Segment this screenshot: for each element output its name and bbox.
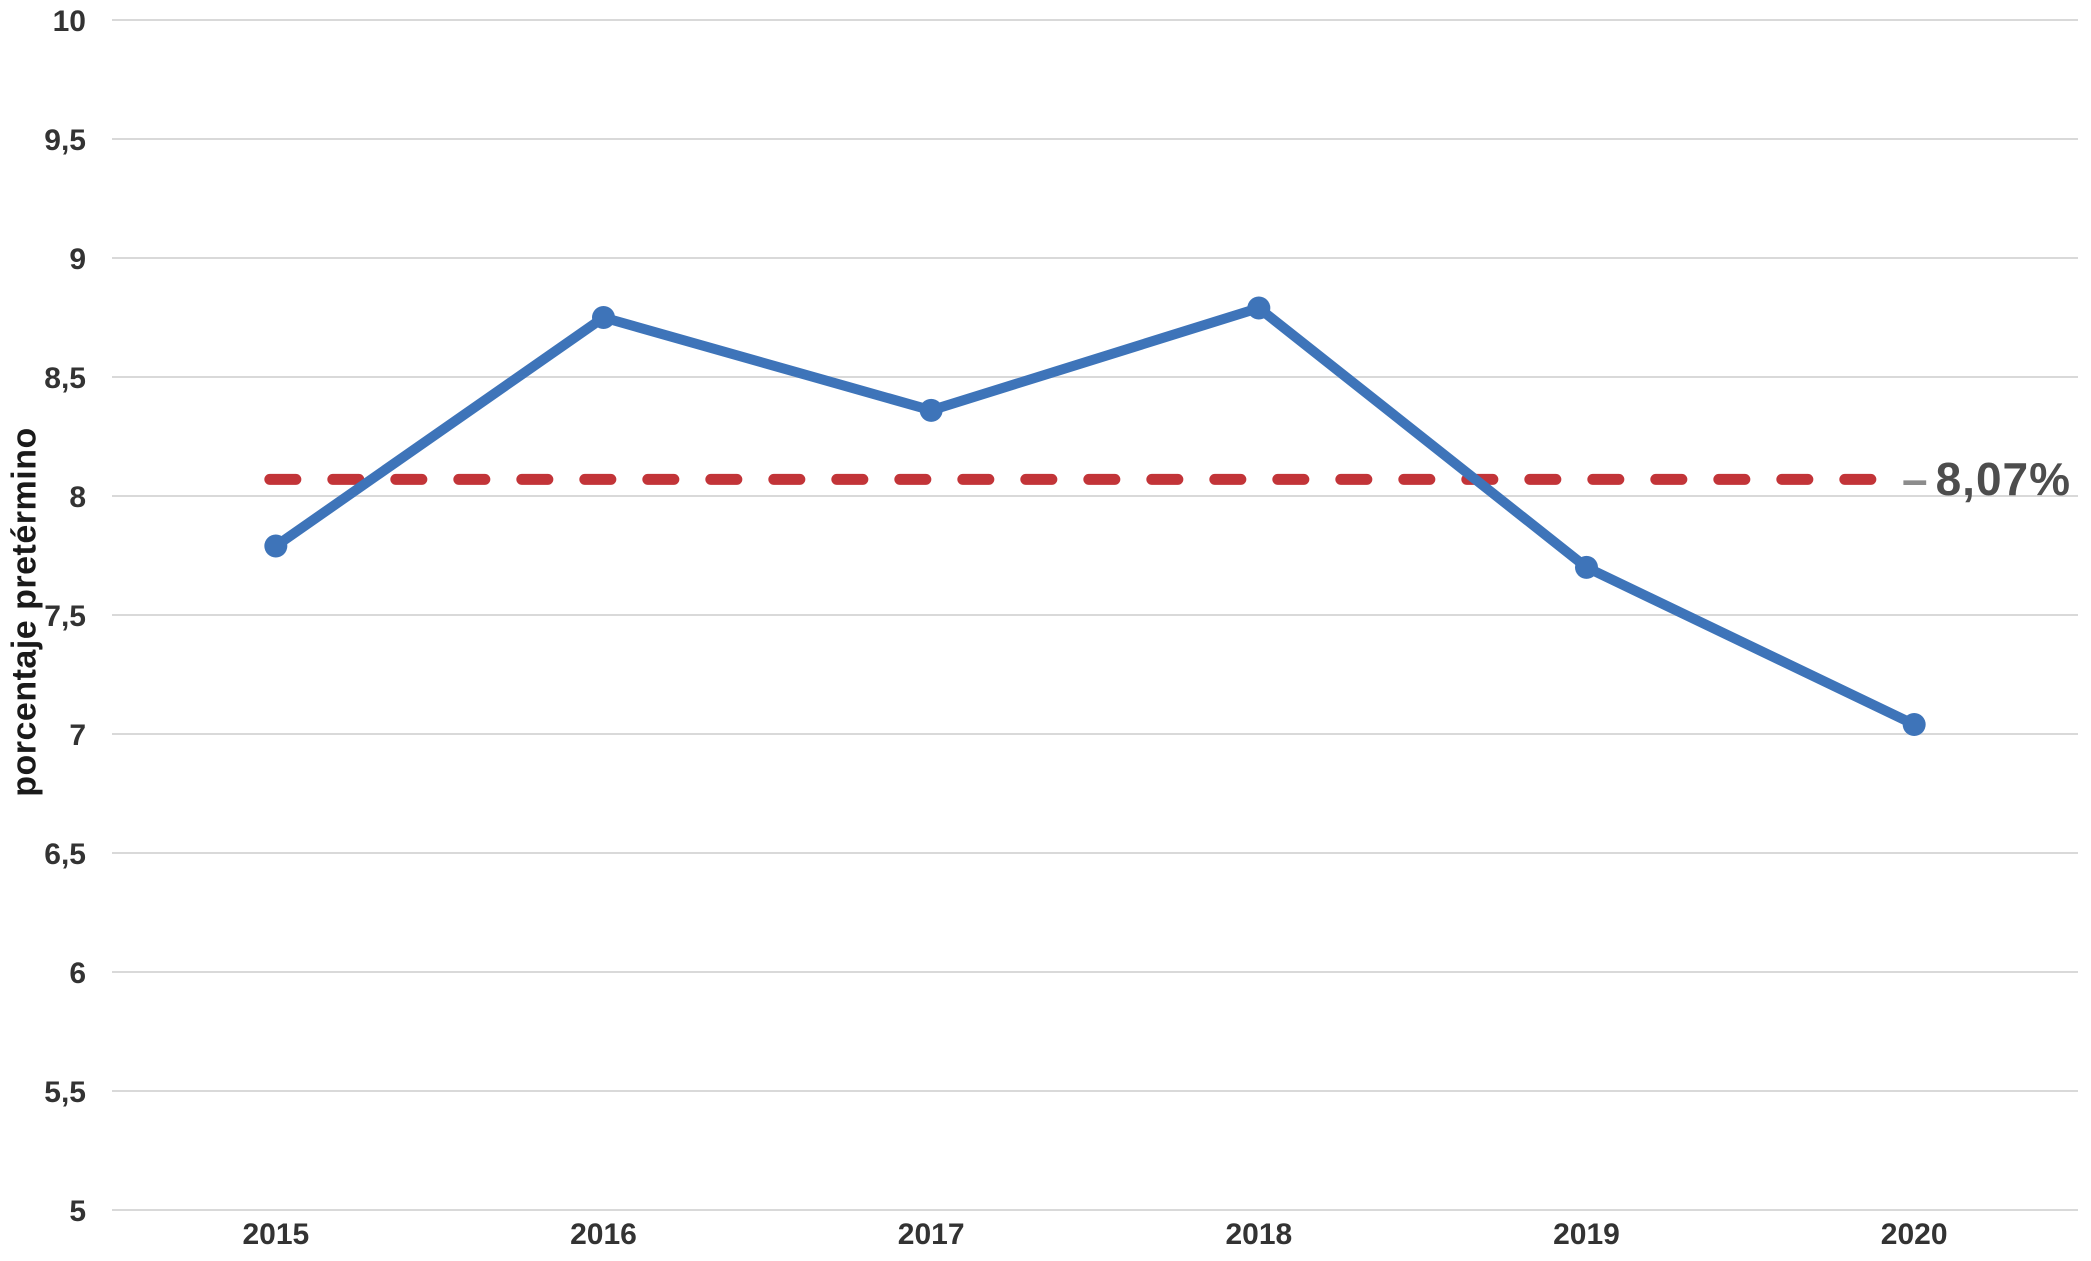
reference-line-label: 8,07% xyxy=(1935,453,2072,505)
data-point-marker xyxy=(264,534,288,558)
y-tick-label: 8,5 xyxy=(44,362,86,395)
x-tick-label: 2016 xyxy=(570,1218,637,1251)
x-tick-label: 2018 xyxy=(1225,1218,1292,1251)
data-point-marker xyxy=(1575,555,1598,579)
series-line xyxy=(270,302,1920,730)
x-tick-label: 2015 xyxy=(242,1218,309,1251)
x-tick-label: 2017 xyxy=(898,1218,965,1251)
y-tick-label: 7,5 xyxy=(44,600,86,633)
y-tick-label: 7 xyxy=(69,719,86,752)
x-tick-label: 2019 xyxy=(1553,1218,1620,1251)
y-tick-label: 6,5 xyxy=(44,838,86,871)
y-tick-label: 6 xyxy=(69,957,86,990)
reference-line-annotation: – 8,07% xyxy=(1902,451,2071,507)
y-tick-label: 5 xyxy=(69,1195,86,1228)
data-point-marker xyxy=(1902,712,1926,736)
y-tick-label: 5,5 xyxy=(44,1076,86,1109)
y-tick-label: 8 xyxy=(69,481,86,514)
y-axis-title: porcentaje pretérmino xyxy=(5,427,44,797)
y-tick-label: 10 xyxy=(53,5,86,38)
x-tick-label: 2020 xyxy=(1881,1218,1948,1251)
data-point-marker xyxy=(1247,296,1271,320)
data-point-marker xyxy=(592,306,615,329)
data-point-marker xyxy=(919,398,943,422)
y-tick-label: 9 xyxy=(69,243,86,276)
y-tick-label: 9,5 xyxy=(44,124,86,157)
annotation-dash: – xyxy=(1902,453,1928,505)
